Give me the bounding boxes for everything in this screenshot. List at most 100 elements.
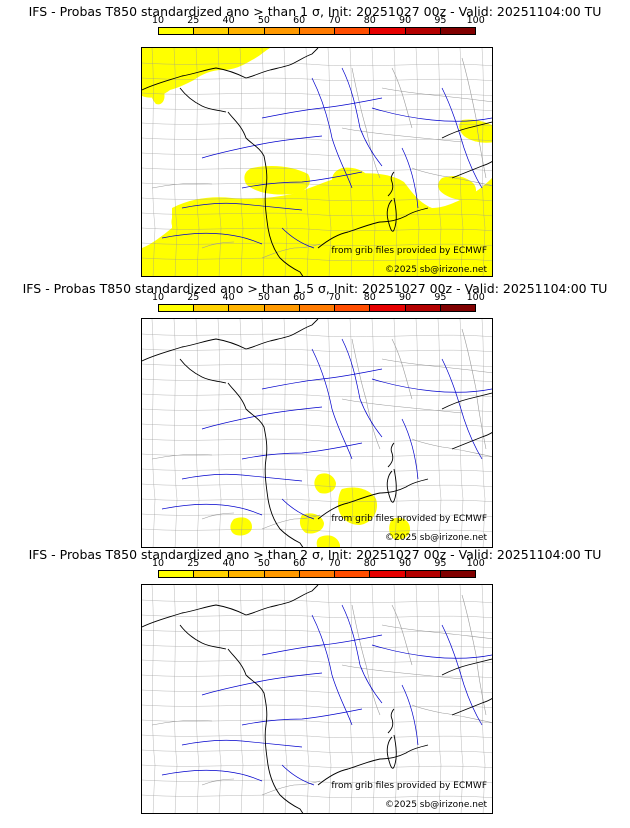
admin-border [195,48,200,276]
admin-border [151,453,213,460]
admin-border [349,48,354,276]
coastlines [142,48,492,276]
admin-border [142,197,492,202]
admin-border [142,689,492,694]
colorbar-tick-label: 90 [399,558,412,569]
admin-border [142,614,492,619]
admin-border [142,227,492,232]
admin-border [142,719,492,724]
probability-area [230,517,252,536]
admin-border [371,48,376,276]
admin-border [341,127,463,143]
panel-title: IFS - Probas T850 standardized ano > tha… [28,4,602,19]
admin-border [391,67,413,129]
admin-border [261,243,321,259]
river [441,87,483,189]
admin-border [461,328,487,450]
colorbar-tick-label: 80 [363,292,376,303]
colorbar-segment [229,305,265,311]
admin-border [151,719,213,726]
admin-border [341,398,463,414]
admin-border [305,585,310,813]
probability-area [171,214,199,235]
admin-border [239,319,244,547]
river [311,614,353,726]
admin-border [142,77,492,82]
admin-border [142,734,492,739]
admin-border [142,92,492,97]
admin-border [327,319,332,547]
coastlines [142,585,492,813]
probability-area [438,176,477,200]
probability-map: from grib files provided by ECMWF ©2025 … [141,318,493,548]
coastline [386,468,397,503]
admin-border [261,585,266,813]
credit-copyright: ©2025 sb@irizone.net [385,533,487,543]
admin-border [481,585,486,813]
coastline [227,382,304,547]
admin-border [283,48,288,276]
admin-border [142,167,492,172]
admin-border [195,319,200,547]
admin-border [351,604,381,716]
colorbar-tick-label: 60 [293,558,306,569]
colorbar-segment [159,571,195,577]
admin-border [261,780,321,796]
admin-border [351,338,381,450]
colorbar-segment [159,305,195,311]
colorbar-tick-label: 60 [293,292,306,303]
admin-border [459,319,464,547]
colorbar-tick-label: 50 [257,292,270,303]
admin-border [173,319,178,547]
coastline [441,658,492,676]
colorbar-segment [299,571,336,577]
colorbar-tick-label: 95 [434,292,447,303]
admin-border [261,514,321,530]
colorbar-tick-label: 10 [151,15,165,26]
colorbar-segment [405,305,441,311]
admin-border [142,122,492,127]
admin-border [142,468,492,473]
colorbar-tick-label: 95 [434,558,447,569]
admin-border [142,794,492,799]
admin-border [142,704,492,709]
colorbar-segment [159,28,195,34]
rivers [161,67,492,249]
admin-border [142,423,492,428]
probability-areas [142,48,492,276]
admin-border [142,152,492,157]
colorbar-tick-label: 40 [222,15,235,26]
river [341,67,383,167]
probability-area [142,48,270,98]
admin-border [239,48,244,276]
admin-border [142,453,492,458]
admin-border [142,483,492,488]
colorbar-segment [194,305,230,311]
credit-copyright: ©2025 sb@irizone.net [385,800,487,810]
admin-border [371,319,376,547]
coastline [451,161,492,179]
river [281,498,315,520]
colorbar-segment [335,571,371,577]
river [371,378,492,393]
admin-border [151,585,156,813]
map-panel-3: IFS - Probas T850 standardized ano > tha… [0,543,630,823]
admin-border [349,585,354,813]
map-panel-2: IFS - Probas T850 standardized ano > tha… [0,277,630,552]
colorbar-segment [335,28,371,34]
admin-border [461,57,487,179]
coastline [142,585,319,628]
river [441,358,483,460]
river [311,348,353,460]
river [341,604,383,704]
colorbar-tick-label: 25 [187,558,200,569]
admin-border [415,585,420,813]
admin-border [327,585,332,813]
colorbar-tick-label: 90 [399,15,412,26]
coastline [179,87,227,113]
rivers [161,604,492,786]
map-canvas [142,48,492,276]
panel-title: IFS - Probas T850 standardized ano > tha… [22,281,608,296]
colorbar-segment [194,28,230,34]
colorbar-segment [440,305,475,311]
